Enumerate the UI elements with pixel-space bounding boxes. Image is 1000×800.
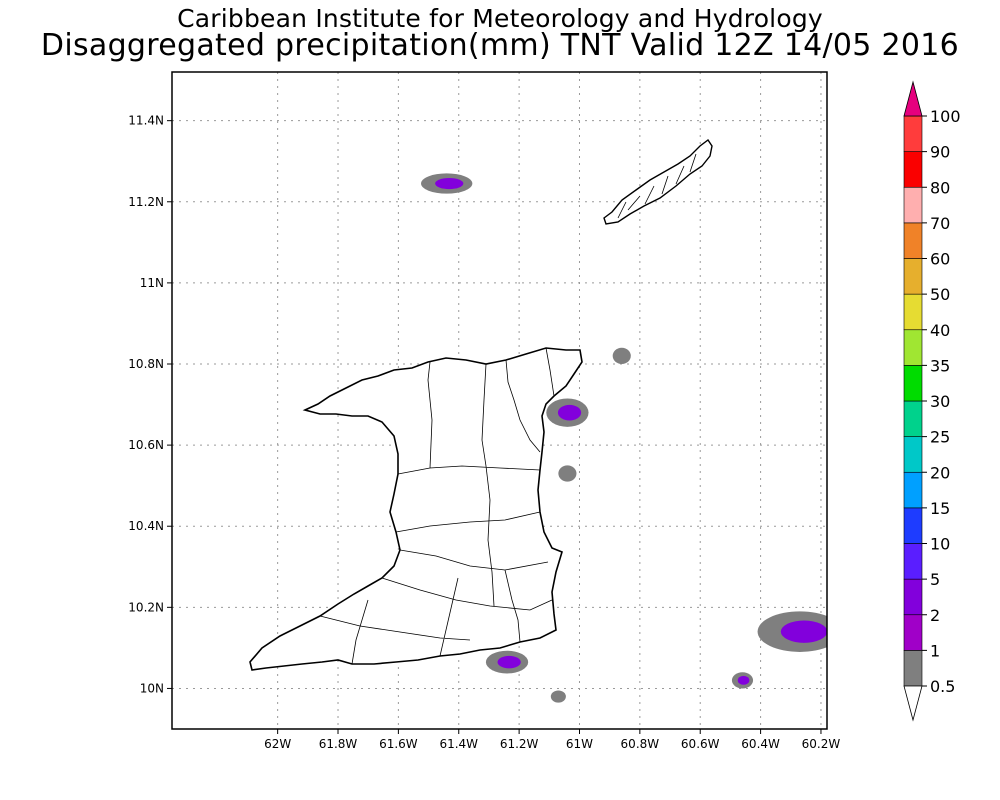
colorbar-label: 50	[930, 285, 950, 304]
colorbar-label: 5	[930, 570, 940, 589]
lon-tick-label: 60.8W	[621, 737, 660, 751]
colorbar-segment	[903, 507, 923, 544]
colorbar-label: 0.5	[930, 677, 955, 696]
colorbar-label: 60	[930, 250, 950, 269]
colorbar-segment	[903, 471, 923, 509]
lon-tick-label: 60.6W	[681, 737, 720, 751]
tobago-island	[603, 138, 713, 225]
precip-core-north-trinidad-offshore	[435, 177, 464, 190]
lat-tick-label: 11N	[140, 276, 164, 290]
precip-core-northeast-coast	[557, 404, 582, 421]
colorbar-segment	[903, 293, 923, 331]
colorbar-segment	[903, 258, 923, 295]
lat-tick-label: 10N	[140, 681, 164, 695]
colorbar-label: 90	[930, 143, 950, 162]
colorbar-label: 20	[930, 463, 950, 482]
colorbar-segment	[903, 222, 923, 259]
colorbar-segment	[903, 115, 923, 152]
lon-tick-label: 60.2W	[802, 737, 841, 751]
colorbar-segment	[903, 614, 923, 651]
colorbar-label: 25	[930, 428, 950, 447]
colorbar-segment	[903, 365, 923, 402]
map-frame	[171, 71, 828, 730]
colorbar-label: 80	[930, 178, 950, 197]
colorbar-label: 10	[930, 535, 950, 554]
precipitation-layer	[421, 173, 827, 703]
lon-tick-label: 61.6W	[379, 737, 418, 751]
colorbar-label: 40	[930, 321, 950, 340]
precip-core-southeast-offshore-small	[737, 675, 750, 685]
lon-tick-label: 60.4W	[741, 737, 780, 751]
colorbar-label: 35	[930, 356, 950, 375]
colorbar-label: 30	[930, 392, 950, 411]
lon-tick-label: 61.4W	[439, 737, 478, 751]
chart-subtitle: Disaggregated precipitation(mm) TNT Vali…	[40, 28, 960, 63]
trinidad-county-boundaries	[319, 347, 555, 665]
precip-area-galera-point	[612, 347, 631, 364]
trinidad-island	[249, 347, 583, 671]
precip-core-southeast-offshore-large	[780, 620, 827, 643]
tobago-boundaries	[617, 153, 697, 219]
lat-tick-label: 10.8N	[128, 357, 164, 371]
colorbar-segment	[903, 186, 923, 224]
colorbar-label: 100	[930, 107, 961, 126]
chart-title: Caribbean Institute for Meteorology and …	[177, 4, 823, 33]
lat-tick-label: 11.4N	[128, 114, 164, 128]
colorbar-segment	[903, 400, 923, 437]
colorbar-label: 1	[930, 641, 940, 660]
colorbar-segment	[903, 151, 923, 188]
precip-area-south-coast-small	[550, 690, 566, 703]
colorbar-segment	[903, 650, 923, 687]
colorbar-label: 15	[930, 499, 950, 518]
colorbar-low-arrow	[903, 685, 923, 722]
colorbar-segment	[903, 578, 923, 616]
colorbar-segment	[903, 329, 923, 366]
precip-core-south-coast	[497, 655, 521, 669]
colorbar-segment	[903, 543, 923, 580]
colorbar-segment	[903, 436, 923, 473]
lon-tick-label: 62W	[264, 737, 291, 751]
coastlines-and-boundaries	[249, 138, 713, 671]
precip-area-east-coast	[558, 465, 577, 482]
lat-tick-label: 10.6N	[128, 438, 164, 452]
lat-tick-label: 10.4N	[128, 519, 164, 533]
lon-tick-label: 61.2W	[500, 737, 539, 751]
colorbar-high-arrow	[903, 80, 923, 117]
lat-tick-label: 11.2N	[128, 195, 164, 209]
axis-tick-labels: 62W 61.8W 61.6W 61.4W 61.2W 61W 60.8W 60.6W 60.4…	[128, 114, 840, 751]
colorbar-label: 2	[930, 606, 940, 625]
lat-tick-label: 10.2N	[128, 600, 164, 614]
lon-tick-label: 61W	[566, 737, 593, 751]
colorbar-label: 70	[930, 214, 950, 233]
lon-tick-label: 61.8W	[319, 737, 358, 751]
